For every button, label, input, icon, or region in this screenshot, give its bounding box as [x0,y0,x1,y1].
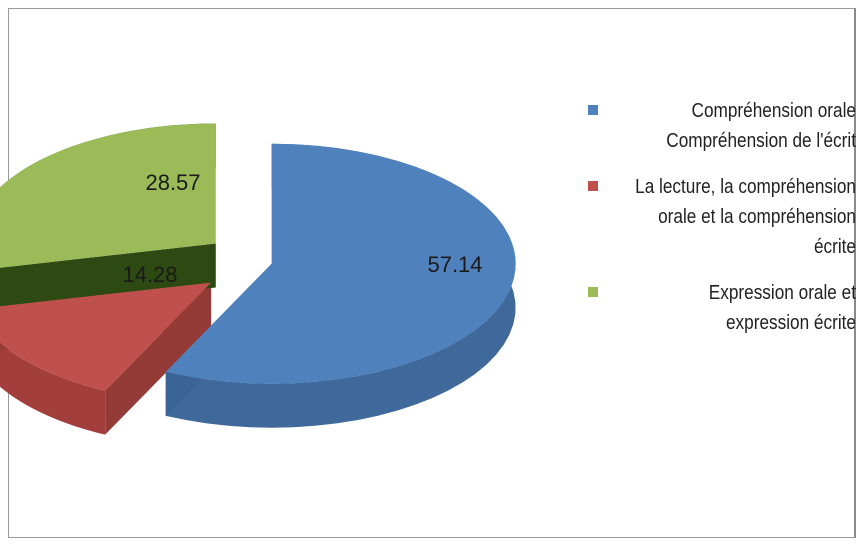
legend-item-comprehension: Compréhension orale Compréhension de l'é… [588,96,856,156]
legend-swatch-green [588,287,598,297]
legend-item-expression: Expression orale et expression écrite [588,278,856,338]
slice-top [165,143,516,384]
slice-side [0,342,106,435]
slice-wall [0,243,216,312]
slice-top [0,282,212,391]
data-label: 28.57 [145,170,200,195]
legend-label: La lecture, la compréhension orale et la… [635,176,856,258]
legend-item-lecture: La lecture, la compréhension orale et la… [588,172,856,262]
legend-swatch-red [588,181,598,191]
legend: Compréhension orale Compréhension de l'é… [588,96,856,354]
data-label: 57.14 [427,252,482,277]
legend-swatch-blue [588,105,598,115]
legend-label: Expression orale et expression écrite [708,282,856,334]
data-label: 14.28 [122,262,177,287]
slice-top [0,123,216,268]
legend-label: Compréhension orale Compréhension de l'é… [666,100,856,152]
